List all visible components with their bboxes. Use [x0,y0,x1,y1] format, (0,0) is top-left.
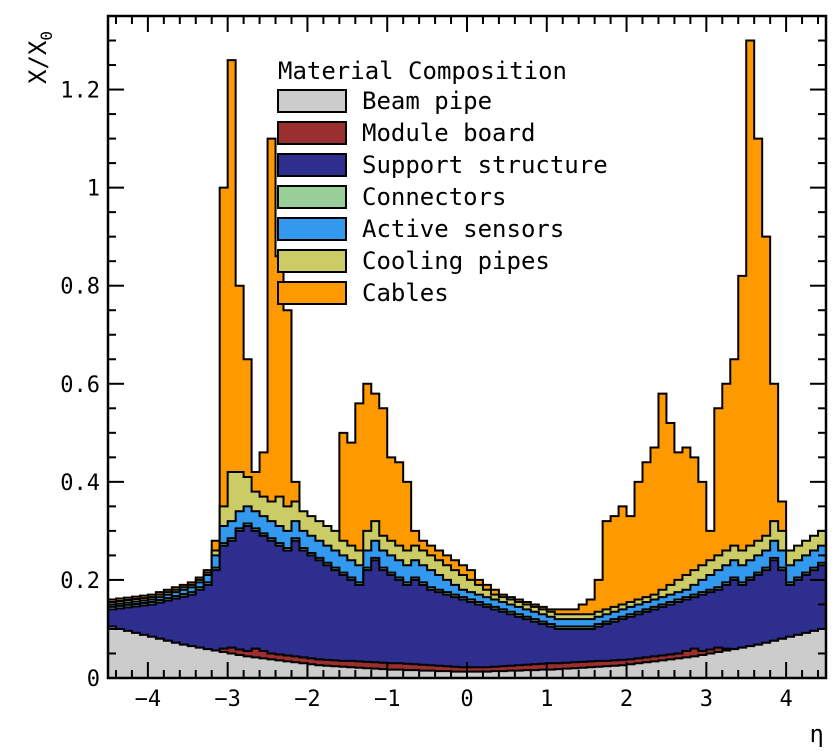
legend-swatch [277,249,347,273]
legend: Material Composition Beam pipe Module boa… [277,57,608,307]
y-axis-label-main: X/X [24,40,52,84]
y-tick-label: 0.2 [60,569,100,594]
legend-swatch [277,121,347,145]
x-tick-label: 1 [540,687,553,712]
legend-swatch [277,185,347,209]
series-outline [108,39,826,611]
x-tick-label: −2 [294,687,321,712]
x-tick-label: −4 [135,687,162,712]
series-outline [108,471,826,616]
series-outline [108,505,826,621]
legend-entry-label: Connectors [362,183,507,211]
series-outline [108,625,826,673]
stacked-histogram-bars [108,39,826,679]
x-tick-label: −3 [214,687,241,712]
legend-entry-label: Active sensors [362,215,564,243]
series-area [108,626,826,678]
legend-entry-label: Module board [362,119,535,147]
y-tick-label: 0 [87,667,100,692]
legend-entry-label: Cables [362,279,449,307]
series-support-structure [108,524,826,678]
legend-entry-label: Cooling pipes [362,247,550,275]
x-tick-labels: −4 −3 −2 −1 0 1 2 3 4 [135,687,793,712]
x-tick-label: −1 [374,687,401,712]
x-tick-label: 0 [460,687,473,712]
y-axis-label: X/X0 [24,31,56,84]
legend-swatch [277,89,347,113]
x-tick-label: 2 [620,687,633,712]
y-tick-label: 0.6 [60,373,100,398]
series-beam-pipe [108,625,826,678]
legend-title: Material Composition [278,57,567,85]
legend-entry-label: Beam pipe [362,87,492,115]
x-axis-label: η [810,720,824,748]
legend-swatch [277,153,347,177]
x-tick-label: 3 [700,687,713,712]
legend-swatch [277,281,347,305]
legend-swatch [277,217,347,241]
series-outline [108,524,826,630]
y-tick-label: 0.8 [60,275,100,300]
y-tick-label: 0.4 [60,471,100,496]
axis-ticks [108,16,826,678]
legend-entry-label: Support structure [362,151,608,179]
x-tick-label: 4 [779,687,792,712]
y-tick-labels: 0 0.2 0.4 0.6 0.8 1 1.2 [60,79,100,692]
y-axis-label-subscript: 0 [37,31,56,41]
series-outline [108,625,826,669]
y-tick-label: 1 [87,177,100,202]
y-tick-label: 1.2 [60,79,100,104]
